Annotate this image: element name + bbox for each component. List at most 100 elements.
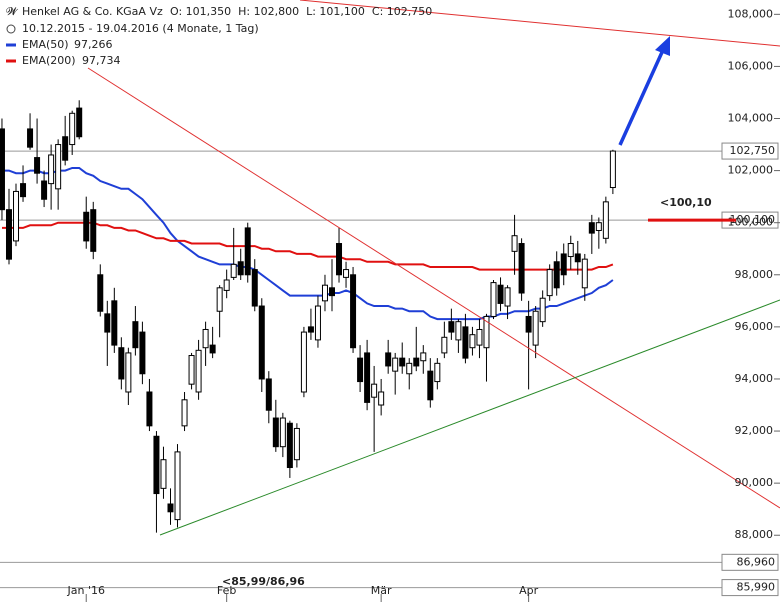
- plot-area: [0, 100, 722, 589]
- candle-body: [293, 427, 300, 461]
- candle-body: [399, 357, 406, 367]
- candle-body: [378, 391, 385, 406]
- candle-body: [385, 352, 392, 367]
- arrow-head: [655, 36, 670, 56]
- candle-body: [518, 243, 525, 294]
- ema-line: [2, 167, 614, 321]
- candle-body: [223, 279, 230, 291]
- ohlc-summary: O: 101,350 H: 102,800 L: 101,100 C: 102,…: [170, 5, 432, 18]
- y-tick-label: 106,000: [728, 59, 774, 72]
- candle-body: [448, 321, 455, 333]
- y-tick-label: 102,000: [728, 164, 774, 177]
- candle-body: [560, 253, 567, 276]
- candle-body: [300, 331, 307, 393]
- price-label-box: [721, 142, 779, 160]
- candle-body: [539, 297, 546, 323]
- chart-title: Henkel AG & Co. KGaA Vz: [22, 5, 163, 18]
- candle-body: [286, 422, 293, 469]
- candle-body: [209, 344, 216, 354]
- candle-body: [13, 190, 20, 242]
- candle-body: [595, 222, 602, 232]
- icon: 𝓦: [6, 5, 19, 18]
- candle-body: [48, 154, 55, 185]
- x-tick-label: Apr: [519, 584, 539, 597]
- candle-body: [553, 261, 560, 289]
- candle-body: [230, 263, 237, 278]
- candle-body: [546, 269, 553, 297]
- price-label: 102,750: [730, 144, 776, 157]
- candle-body: [581, 258, 588, 289]
- candle-body: [371, 383, 378, 398]
- candle-body: [413, 357, 420, 367]
- price-label: 100,100: [730, 213, 776, 226]
- y-tick-label: 90,000: [735, 476, 774, 489]
- candle-body: [265, 378, 272, 411]
- y-tick-label: 98,000: [735, 268, 774, 281]
- candle-body: [20, 183, 27, 198]
- clock-icon: [6, 24, 16, 34]
- candle-body: [483, 315, 490, 349]
- legend-label: EMA(50): [22, 38, 69, 51]
- candle-body: [167, 503, 174, 513]
- price-label: 86,960: [737, 555, 776, 568]
- candle-body: [567, 243, 574, 258]
- candle-body: [188, 355, 195, 385]
- candle-body: [125, 352, 132, 393]
- candle-body: [588, 222, 595, 234]
- candle-body: [328, 287, 335, 297]
- candle-body: [574, 253, 581, 263]
- candle-body: [258, 305, 265, 380]
- candle-body: [455, 321, 462, 341]
- candle-body: [0, 128, 5, 211]
- candle-body: [174, 451, 181, 521]
- candle-body: [132, 321, 139, 349]
- y-tick-label: 108,000: [728, 7, 774, 20]
- y-tick-label: 100,000: [728, 216, 774, 229]
- candle-body: [406, 362, 413, 375]
- legend-label: EMA(200): [22, 54, 76, 67]
- x-tick-label: Mär: [371, 584, 392, 597]
- candle-body: [321, 284, 328, 302]
- annotation: <100,10: [660, 196, 712, 209]
- candle-body: [490, 282, 497, 317]
- candle-body: [34, 157, 41, 174]
- candle-body: [350, 274, 357, 349]
- trend-line: [87, 67, 780, 509]
- price-label-box: [721, 579, 779, 597]
- candle-body: [76, 107, 83, 138]
- ema-line: [2, 221, 614, 271]
- candle-body: [160, 459, 167, 489]
- candle-body: [314, 305, 321, 341]
- arrow: [618, 49, 665, 146]
- legend-value: 97,266: [74, 38, 113, 51]
- y-tick-label: 96,000: [735, 320, 774, 333]
- candle-body: [525, 315, 532, 333]
- candle-body: [609, 150, 616, 189]
- labels: 102,750 100,100 86,960 85,990 108,000 106,000…: [6, 7, 780, 602]
- candle-body: [336, 243, 343, 276]
- candle-body: [427, 370, 434, 401]
- legend-value: 97,734: [82, 54, 121, 67]
- candle-body: [364, 352, 371, 403]
- candle-body: [55, 144, 62, 190]
- candle-body: [237, 261, 244, 276]
- x-tick-label: Jan '16: [66, 584, 104, 597]
- candle-body: [420, 352, 427, 362]
- candle-body: [343, 269, 350, 278]
- candle-body: [504, 287, 511, 307]
- y-tick-label: 94,000: [735, 372, 774, 385]
- candle-body: [476, 328, 483, 346]
- price-label: 85,990: [737, 581, 776, 594]
- subtitle: 10.12.2015 - 19.04.2016 (4 Monate, 1 Tag…: [22, 22, 259, 35]
- candle-body: [469, 334, 476, 349]
- candle-body: [62, 136, 69, 161]
- candle-body: [139, 331, 146, 375]
- y-tick-label: 88,000: [735, 528, 774, 541]
- candle-body: [279, 417, 286, 448]
- candle-body: [511, 235, 518, 252]
- candle-body: [195, 349, 202, 393]
- candle-body: [104, 313, 111, 333]
- annotation: <85,99/86,96: [222, 575, 305, 588]
- candle-body: [97, 274, 104, 312]
